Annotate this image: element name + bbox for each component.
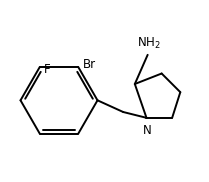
Text: Br: Br <box>83 58 96 71</box>
Text: F: F <box>44 63 51 76</box>
Text: N: N <box>143 124 152 137</box>
Text: NH$_2$: NH$_2$ <box>137 35 161 51</box>
